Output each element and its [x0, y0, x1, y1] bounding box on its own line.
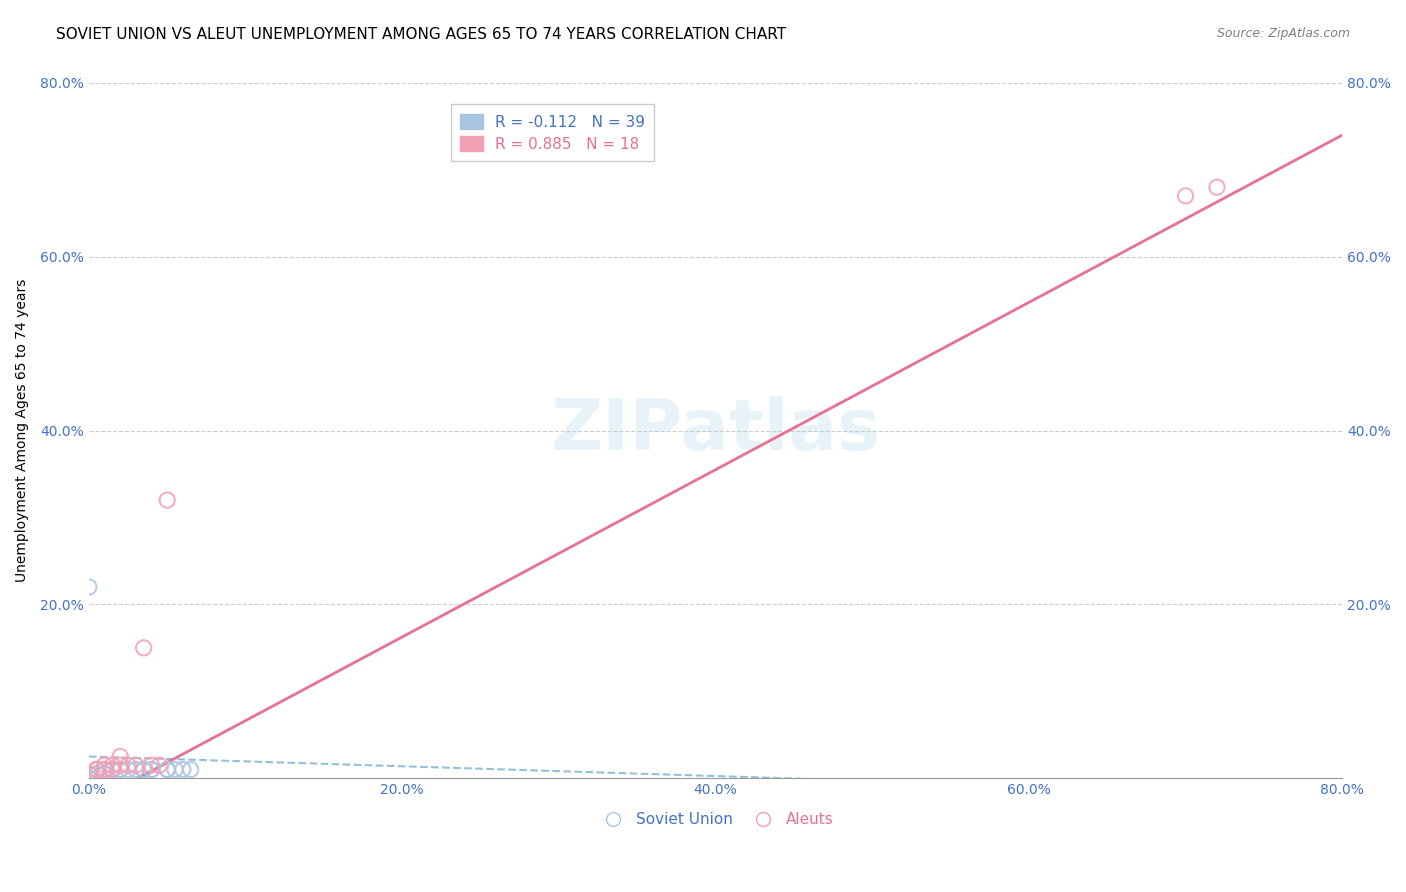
Point: [101, 758, 124, 772]
Point: [101, 763, 124, 777]
Point: [86, 767, 108, 781]
Point: [77, 767, 100, 781]
Point: [93, 767, 115, 781]
Point: [163, 763, 186, 777]
Point: [86, 767, 108, 781]
Point: [172, 763, 194, 777]
Point: [77, 767, 100, 781]
Point: [108, 763, 131, 777]
Point: [101, 763, 124, 777]
Point: [77, 771, 100, 785]
Point: [101, 763, 124, 777]
Point: [125, 758, 148, 772]
Point: [93, 758, 115, 772]
Point: [148, 758, 170, 772]
Point: [77, 767, 100, 781]
Point: [132, 640, 155, 655]
Point: [117, 758, 139, 772]
Point: [77, 767, 100, 781]
Text: SOVIET UNION VS ALEUT UNEMPLOYMENT AMONG AGES 65 TO 74 YEARS CORRELATION CHART: SOVIET UNION VS ALEUT UNEMPLOYMENT AMONG…: [56, 27, 786, 42]
Point: [101, 763, 124, 777]
Point: [86, 763, 108, 777]
Point: [77, 771, 100, 785]
Point: [156, 763, 179, 777]
Point: [77, 767, 100, 781]
Point: [156, 493, 179, 508]
Text: Source: ZipAtlas.com: Source: ZipAtlas.com: [1216, 27, 1350, 40]
Point: [125, 763, 148, 777]
Point: [93, 767, 115, 781]
Y-axis label: Unemployment Among Ages 65 to 74 years: Unemployment Among Ages 65 to 74 years: [15, 279, 30, 582]
Point: [77, 771, 100, 785]
Point: [77, 767, 100, 781]
Point: [93, 767, 115, 781]
Legend: Soviet Union, Aleuts: Soviet Union, Aleuts: [592, 806, 839, 833]
Text: ZIPatlas: ZIPatlas: [551, 396, 880, 465]
Point: [93, 763, 115, 777]
Point: [141, 758, 163, 772]
Point: [77, 767, 100, 781]
Point: [156, 763, 179, 777]
Point: [86, 763, 108, 777]
Point: [141, 763, 163, 777]
Point: [180, 763, 202, 777]
Point: [108, 758, 131, 772]
Point: [77, 771, 100, 785]
Point: [132, 763, 155, 777]
Point: [93, 767, 115, 781]
Point: [117, 763, 139, 777]
Point: [108, 749, 131, 764]
Point: [86, 763, 108, 777]
Point: [77, 771, 100, 785]
Point: [77, 580, 100, 594]
Point: [93, 763, 115, 777]
Point: [108, 763, 131, 777]
Point: [132, 763, 155, 777]
Point: [77, 767, 100, 781]
Point: [1206, 180, 1229, 194]
Point: [77, 767, 100, 781]
Point: [141, 763, 163, 777]
Point: [86, 763, 108, 777]
Point: [93, 763, 115, 777]
Point: [1174, 189, 1197, 203]
